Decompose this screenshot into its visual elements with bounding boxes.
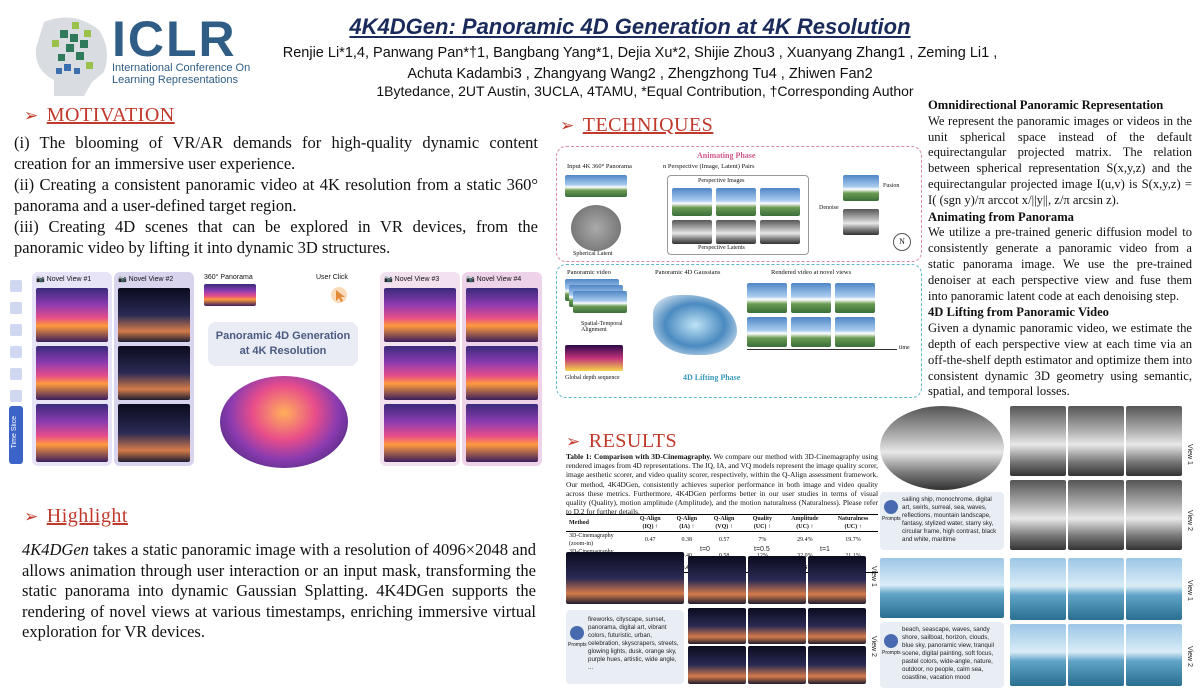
panorama-label: 360° Panorama <box>204 274 253 281</box>
logo-subtitle: International Conference On Learning Rep… <box>112 62 251 86</box>
table-header-cell: Q-Align (IQ) ↑ <box>639 516 661 530</box>
table-caption: Table 1: Comparison with 3D-Cinemagraphy… <box>566 452 878 517</box>
representation-text: We represent the panoramic images or vid… <box>928 113 1192 207</box>
arrow-right-icon: ➢ <box>566 432 581 451</box>
panoramic-globe <box>220 376 348 468</box>
user-avatar-icon <box>884 500 898 514</box>
table-header-cell: Quality (UC) ↑ <box>752 516 773 530</box>
motivation-point-3: (iii) Creating 4D scenes that can be exp… <box>14 217 538 257</box>
novel-view-3-panel: 📷 Novel View #3 <box>380 272 460 466</box>
time-slice-column: Time Slice <box>8 276 26 466</box>
novel-view-2-label: 📷 Novel View #2 <box>118 276 174 283</box>
subheading-representation: Omnidirectional Panoramic Representation <box>928 98 1164 112</box>
user-avatar-icon <box>570 626 584 640</box>
table-header-cell: Amplitude (UC) ↑ <box>791 516 819 530</box>
subheading-animating: Animating from Panorama <box>928 209 1074 224</box>
cursor-click-icon <box>330 286 348 304</box>
authors-line-1: Renjie Li*1,4, Panwang Pan*†1, Bangbang … <box>282 45 998 61</box>
subheading-lifting: 4D Lifting from Panoramic Video <box>928 305 1109 320</box>
table-cell: 0.44 <box>681 565 693 571</box>
table-row: 3D-Cinemagraphy (zoom-in) 0.47 0.38 0.57 7% 2… <box>566 532 878 549</box>
lifting-phase-label: 4D Lifting Phase <box>683 373 741 382</box>
gaussian-blob <box>653 295 737 355</box>
author-list: Renjie Li*1,4, Panwang Pan*†1, Bangbang … <box>280 43 1000 85</box>
lifting-text: Given a dynamic panoramic video, we esti… <box>928 321 1192 399</box>
table-cell: 0.57 <box>718 537 730 543</box>
input-panorama-thumb <box>204 284 256 306</box>
table-cell: 29.4% <box>797 537 813 543</box>
novel-view-4-panel: 📷 Novel View #4 <box>462 272 542 466</box>
arrow-right-icon: ➢ <box>24 507 39 526</box>
novel-view-4-label: 📷 Novel View #4 <box>466 276 522 283</box>
motivation-point-2: (ii) Creating a consistent panoramic vid… <box>14 175 538 215</box>
table-cell: 0.38 <box>681 537 693 543</box>
animating-phase-label: Animating Phase <box>697 151 756 160</box>
arrow-right-icon: ➢ <box>560 116 575 135</box>
teaser-figure: Time Slice 📷 Novel View #1 📷 Novel View … <box>8 272 548 470</box>
highlight-body: 4K4DGen takes a static panoramic image w… <box>22 540 536 641</box>
results-heading: ➢ RESULTS <box>566 430 678 452</box>
ship-result-grid: Prompts sailing ship, monochrome, digita… <box>880 404 1190 552</box>
motivation-body: (i) The blooming of VR/AR demands for hi… <box>14 132 538 258</box>
table-cell: 0.40 <box>681 553 693 559</box>
time-slice-label: Time Slice <box>11 416 18 449</box>
authors-line-2: Achuta Kadambi3 , Zhangyang Wang2 , Zhen… <box>407 66 873 82</box>
table-cell: 0.47 <box>644 537 656 543</box>
poster-title: 4K4DGen: Panoramic 4D Generation at 4K R… <box>349 14 911 39</box>
animating-text: We utilize a pre-trained generic diffusi… <box>928 225 1192 303</box>
affiliations: 1Bytedance, 2UT Austin, 3UCLA, 4TAMU, *E… <box>376 83 914 99</box>
beach-prompt-box <box>880 622 1004 688</box>
highlight-heading: ➢ Highlight <box>24 505 128 527</box>
fireworks-prompt: fireworks, cityscape, sunset, panorama, … <box>588 616 679 671</box>
lifting-phase-box: Panoramic video Spatial-Temporal Alignme… <box>556 264 922 398</box>
table-cell: 7% <box>758 537 767 543</box>
iclr-logo <box>14 10 274 96</box>
beach-result-grid: Prompts beach, seascape, waves, sandy sh… <box>880 556 1190 690</box>
novel-view-1-label: 📷 Novel View #1 <box>36 276 92 283</box>
animating-phase-box: Animating Phase Input 4K 360° Panorama S… <box>556 146 922 262</box>
user-avatar-icon <box>884 634 898 648</box>
fireworks-result-grid: t=0 t=0.5 t=1 Input RGB Prompts firework… <box>566 546 868 688</box>
perspective-pairs-box: Perspective Images Perspective Latents <box>667 175 809 255</box>
center-title-box: Panoramic 4D Generation at 4K Resolution <box>208 322 358 366</box>
table-header-cell: Q-Align (VQ) ↑ <box>713 516 735 530</box>
novel-view-2-panel: 📷 Novel View #2 <box>114 272 194 466</box>
table-cell: 19.7% <box>845 537 861 543</box>
spherical-latent <box>571 205 621 251</box>
input-panorama <box>565 175 627 197</box>
ship-prompt-box <box>880 492 1004 550</box>
table-header-cell: Q-Align (IA) ↑ <box>676 516 698 530</box>
arrow-right-icon: ➢ <box>24 106 39 125</box>
logo-wordmark: ICLR <box>112 11 237 67</box>
novel-view-3-label: 📷 Novel View #3 <box>384 276 440 283</box>
techniques-heading: ➢ TECHNIQUES <box>560 114 714 136</box>
method-description: Omnidirectional Panoramic Representation… <box>928 98 1192 400</box>
table-header-cell: Naturalness (UC) ↑ <box>837 516 869 530</box>
beach-prompt: beach, seascape, waves, sandy shore, sai… <box>902 626 995 681</box>
head-mosaic-icon <box>35 17 108 96</box>
ship-prompt: sailing ship, monochrome, digital art, s… <box>902 496 997 543</box>
table-cell: 3D-Cinemagraphy (zoom-in) <box>569 533 614 547</box>
motivation-point-1: (i) The blooming of VR/AR demands for hi… <box>14 133 538 173</box>
fireworks-prompt-box <box>566 610 684 684</box>
motivation-heading: ➢ MOTIVATION <box>24 104 175 126</box>
user-click-label: User Click <box>316 274 348 281</box>
novel-view-1-panel: 📷 Novel View #1 <box>32 272 112 466</box>
n-iteration-icon: N <box>893 233 911 251</box>
time-slice-arrow <box>9 406 23 464</box>
table-header-cell: Method <box>569 520 589 526</box>
